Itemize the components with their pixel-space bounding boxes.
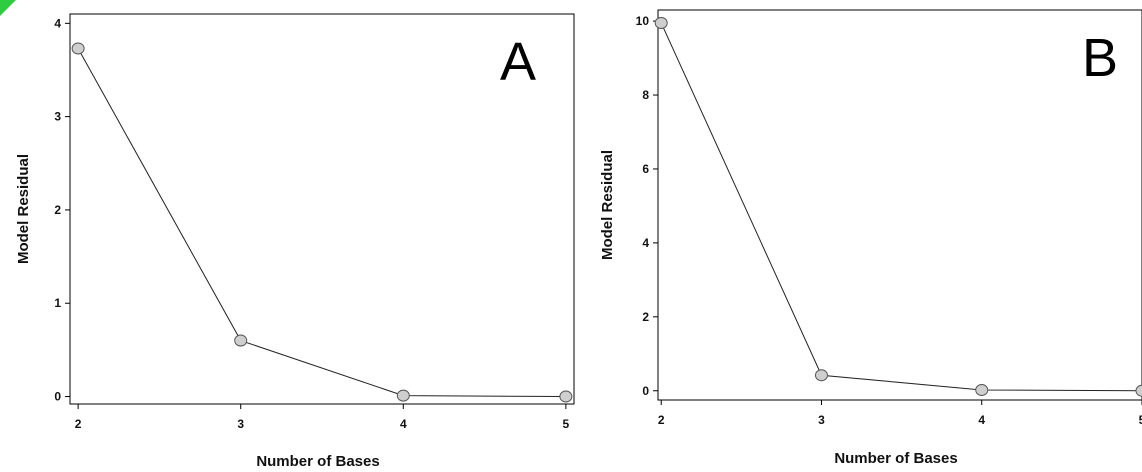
panel-a-y-tick-label: 4 (54, 16, 61, 30)
panel-b-y-tick-label: 4 (642, 236, 649, 250)
panel-a-y-tick-label: 2 (54, 203, 61, 217)
panel-b-x-tick-label: 4 (978, 413, 985, 427)
panel-b-y-tick-label: 2 (642, 310, 649, 324)
panel-a-label: A (500, 32, 536, 92)
panel-a-x-tick-label: 4 (400, 417, 407, 431)
panel-a-data-point (71, 42, 85, 55)
panel-a-y-axis-label: Model Residual (15, 154, 32, 264)
panel-a-x-tick-label: 3 (237, 417, 244, 431)
panel-a-data-point (559, 390, 573, 403)
panel-a-data-point (234, 334, 248, 347)
panel-b-series-line (660, 22, 1142, 392)
panel-b-x-tick-label: 2 (658, 413, 665, 427)
panel-a-series-line (77, 48, 566, 398)
panel-b-x-tick-label: 5 (1139, 413, 1142, 427)
panel-b-data-point (814, 369, 828, 382)
panel-b-y-tick-label: 10 (636, 14, 650, 28)
panel-a-data-point (396, 389, 410, 402)
panel-a-x-axis-label: Number of Bases (256, 453, 379, 470)
panel-b-data-point (654, 16, 668, 29)
panel-b-y-tick-label: 6 (642, 162, 649, 176)
panel-b-x-axis-label: Number of Bases (834, 450, 957, 467)
corner-mark (0, 0, 16, 16)
panel-a-y-tick-label: 3 (54, 110, 61, 124)
panel-a-y-tick-label: 1 (54, 296, 61, 310)
panel-b-y-axis-label: Model Residual (599, 150, 616, 260)
panel-a-x-tick-label: 5 (563, 417, 570, 431)
panel-b-y-tick-label: 8 (642, 88, 649, 102)
panel-b-label: B (1082, 28, 1118, 88)
panel-a-plot-frame (69, 13, 575, 405)
panel-b-data-point (1135, 384, 1142, 397)
panel-a-y-tick-label: 0 (54, 390, 61, 404)
panel-b-plot-frame (657, 9, 1142, 401)
panel-a-x-tick-label: 2 (75, 417, 82, 431)
panel-b-x-tick-label: 3 (818, 413, 825, 427)
panel-b-y-tick-label: 0 (642, 384, 649, 398)
panel-b-data-point (975, 384, 989, 397)
